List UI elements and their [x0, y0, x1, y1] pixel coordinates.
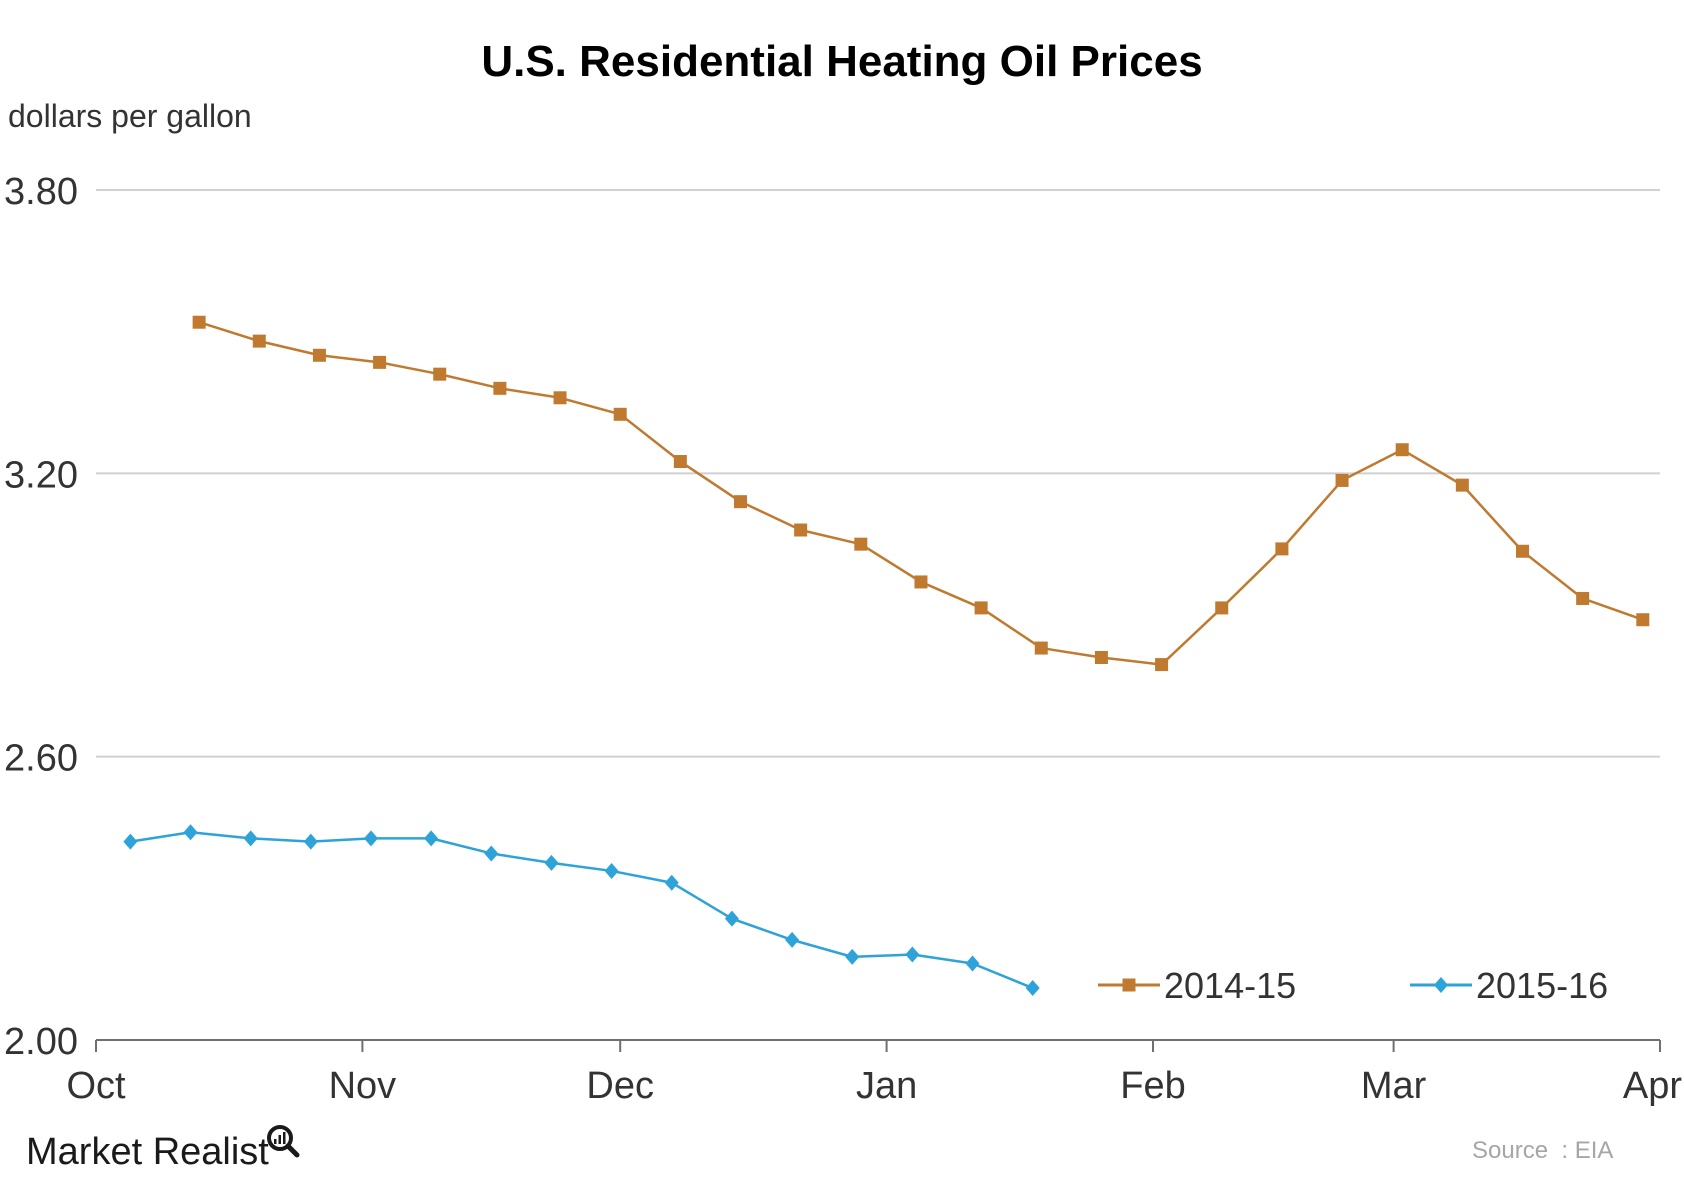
series-2014-15 [192, 315, 1650, 672]
data-point [1275, 542, 1289, 556]
data-point [424, 830, 439, 847]
data-point [785, 931, 800, 948]
legend-label: 2014-15 [1164, 965, 1296, 1006]
data-point [974, 601, 988, 615]
data-point [1034, 641, 1048, 655]
data-point [613, 407, 627, 421]
legend-swatch-marker [1122, 978, 1136, 992]
data-point [1094, 651, 1108, 664]
series-2015-16 [123, 824, 1040, 997]
data-point [373, 355, 387, 369]
data-point [845, 948, 860, 965]
data-point [123, 833, 138, 850]
data-point [914, 575, 928, 589]
x-tick-label: Apr [1623, 1065, 1682, 1107]
data-point [734, 495, 748, 509]
data-point [673, 455, 687, 469]
legend-label: 2015-16 [1476, 965, 1608, 1006]
y-tick-label: 3.20 [4, 454, 78, 496]
legend-item-2014-15: 2014-15 [1098, 965, 1296, 1006]
source-note: Source : EIA [1472, 1137, 1613, 1164]
data-point [243, 830, 258, 847]
legend-swatch-marker [1434, 977, 1448, 993]
data-point [724, 910, 739, 927]
data-point [905, 946, 920, 963]
data-point [1576, 591, 1590, 605]
data-point [1335, 473, 1349, 487]
data-point [312, 348, 326, 362]
y-tick-label: 3.80 [4, 171, 78, 213]
gridlines [96, 189, 1660, 758]
legend: 2014-15 2015-16 [1098, 965, 1608, 1006]
data-point [854, 537, 868, 551]
data-point [252, 334, 266, 348]
magnifier-chart-icon [267, 1125, 300, 1158]
data-point [1455, 478, 1469, 492]
data-point [192, 315, 206, 329]
data-point [1636, 613, 1650, 627]
x-axis: Oct Nov Dec Jan Feb Mar Apr [66, 1039, 1682, 1107]
data-point [363, 830, 378, 847]
y-axis-unit-label: dollars per gallon [8, 98, 252, 134]
data-point [965, 955, 980, 972]
data-point [553, 391, 567, 405]
data-point [183, 824, 198, 841]
y-tick-label: 2.60 [4, 738, 78, 780]
data-point [794, 523, 808, 537]
series-layer [123, 315, 1650, 997]
data-point [1155, 658, 1169, 672]
data-point [484, 845, 499, 862]
data-point [1395, 443, 1409, 457]
series-line [130, 830, 1034, 990]
chart-title: U.S. Residential Heating Oil Prices [481, 37, 1202, 86]
x-tick-label: Dec [586, 1065, 654, 1107]
data-point [664, 874, 679, 891]
x-tick-label: Mar [1361, 1065, 1427, 1107]
brand-logo-text: Market Realist [26, 1131, 269, 1173]
y-tick-label: 2.00 [4, 1021, 78, 1063]
data-point [493, 381, 507, 395]
data-point [1215, 601, 1229, 615]
data-point [1025, 980, 1040, 997]
y-axis-ticks: 2.00 2.60 3.20 3.80 [4, 171, 78, 1063]
x-tick-label: Nov [329, 1065, 397, 1107]
data-point [303, 833, 318, 850]
legend-item-2015-16: 2015-16 [1410, 965, 1608, 1006]
data-point [433, 367, 447, 381]
data-point [1516, 544, 1530, 558]
data-point [604, 862, 619, 879]
x-tick-label: Oct [66, 1065, 126, 1107]
x-tick-label: Feb [1120, 1065, 1185, 1107]
data-point [544, 854, 559, 871]
x-tick-label: Jan [856, 1065, 917, 1107]
series-line [198, 321, 1644, 666]
